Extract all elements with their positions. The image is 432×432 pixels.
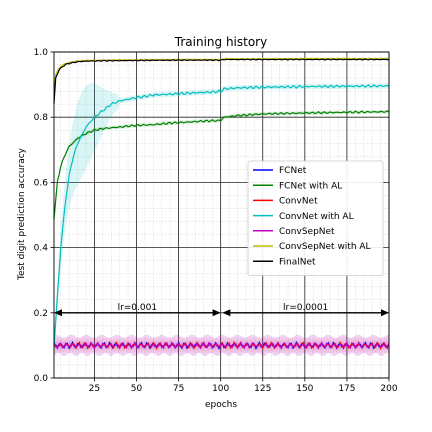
chart-title: Training history <box>174 35 267 49</box>
plot-frame <box>53 51 390 379</box>
legend-entry: FinalNet <box>279 257 316 267</box>
x-tick-label: 200 <box>380 384 397 394</box>
legend-entry: FCNet with AL <box>279 181 342 191</box>
y-tick-label: 0.6 <box>34 178 49 188</box>
y-axis-label: Test digit prediction accuracy <box>17 147 27 281</box>
band-convnet-with-al <box>54 83 389 358</box>
legend-entry: ConvNet with AL <box>279 212 354 222</box>
y-tick-label: 1.0 <box>34 48 49 58</box>
annotation-arrowhead-right <box>381 309 389 317</box>
x-tick-label: 50 <box>131 384 143 394</box>
annotation-arrowhead-left <box>54 309 62 317</box>
y-tick-label: 0.0 <box>34 374 49 384</box>
x-tick-label: 25 <box>89 384 100 394</box>
legend: FCNet FCNet with AL ConvNet ConvNet with AL… <box>247 160 384 276</box>
series-line-fcnet-with-al <box>53 110 390 220</box>
legend-entry: ConvSepNet <box>279 227 335 237</box>
annotation-arrowhead-left <box>222 309 231 317</box>
y-tick-label: 0.4 <box>34 244 49 254</box>
lr-annotations: lr=0.001 lr=0.0001 <box>54 303 389 317</box>
x-tick-label: 75 <box>173 384 184 394</box>
x-tick-label: 100 <box>212 384 229 394</box>
series-line-convnet-with-al <box>53 84 390 346</box>
series-lines <box>53 57 390 350</box>
y-tick-label: 0.2 <box>34 309 48 319</box>
x-tick-label: 150 <box>296 384 313 394</box>
annotation-arrowhead-right <box>212 309 221 317</box>
legend-entry: ConvSepNet with AL <box>279 242 371 252</box>
series-line-convsepnet <box>53 340 390 350</box>
series-line-finalnet <box>53 58 390 105</box>
annotation-label: lr=0.001 <box>118 303 158 313</box>
annotation-label: lr=0.0001 <box>283 303 328 313</box>
x-tick-label: 125 <box>254 384 271 394</box>
legend-entry: FCNet <box>279 166 307 176</box>
y-tick-label: 0.8 <box>34 113 49 123</box>
x-tick-label: 175 <box>338 384 355 394</box>
legend-box <box>247 160 384 276</box>
axis-ticks: 25 50 75 100 125 150 175 200 0.0 0.2 0.4 0.6 0.8 1.0 <box>34 48 398 394</box>
legend-entry: ConvNet <box>279 197 318 207</box>
x-axis-label: epochs <box>205 400 237 410</box>
